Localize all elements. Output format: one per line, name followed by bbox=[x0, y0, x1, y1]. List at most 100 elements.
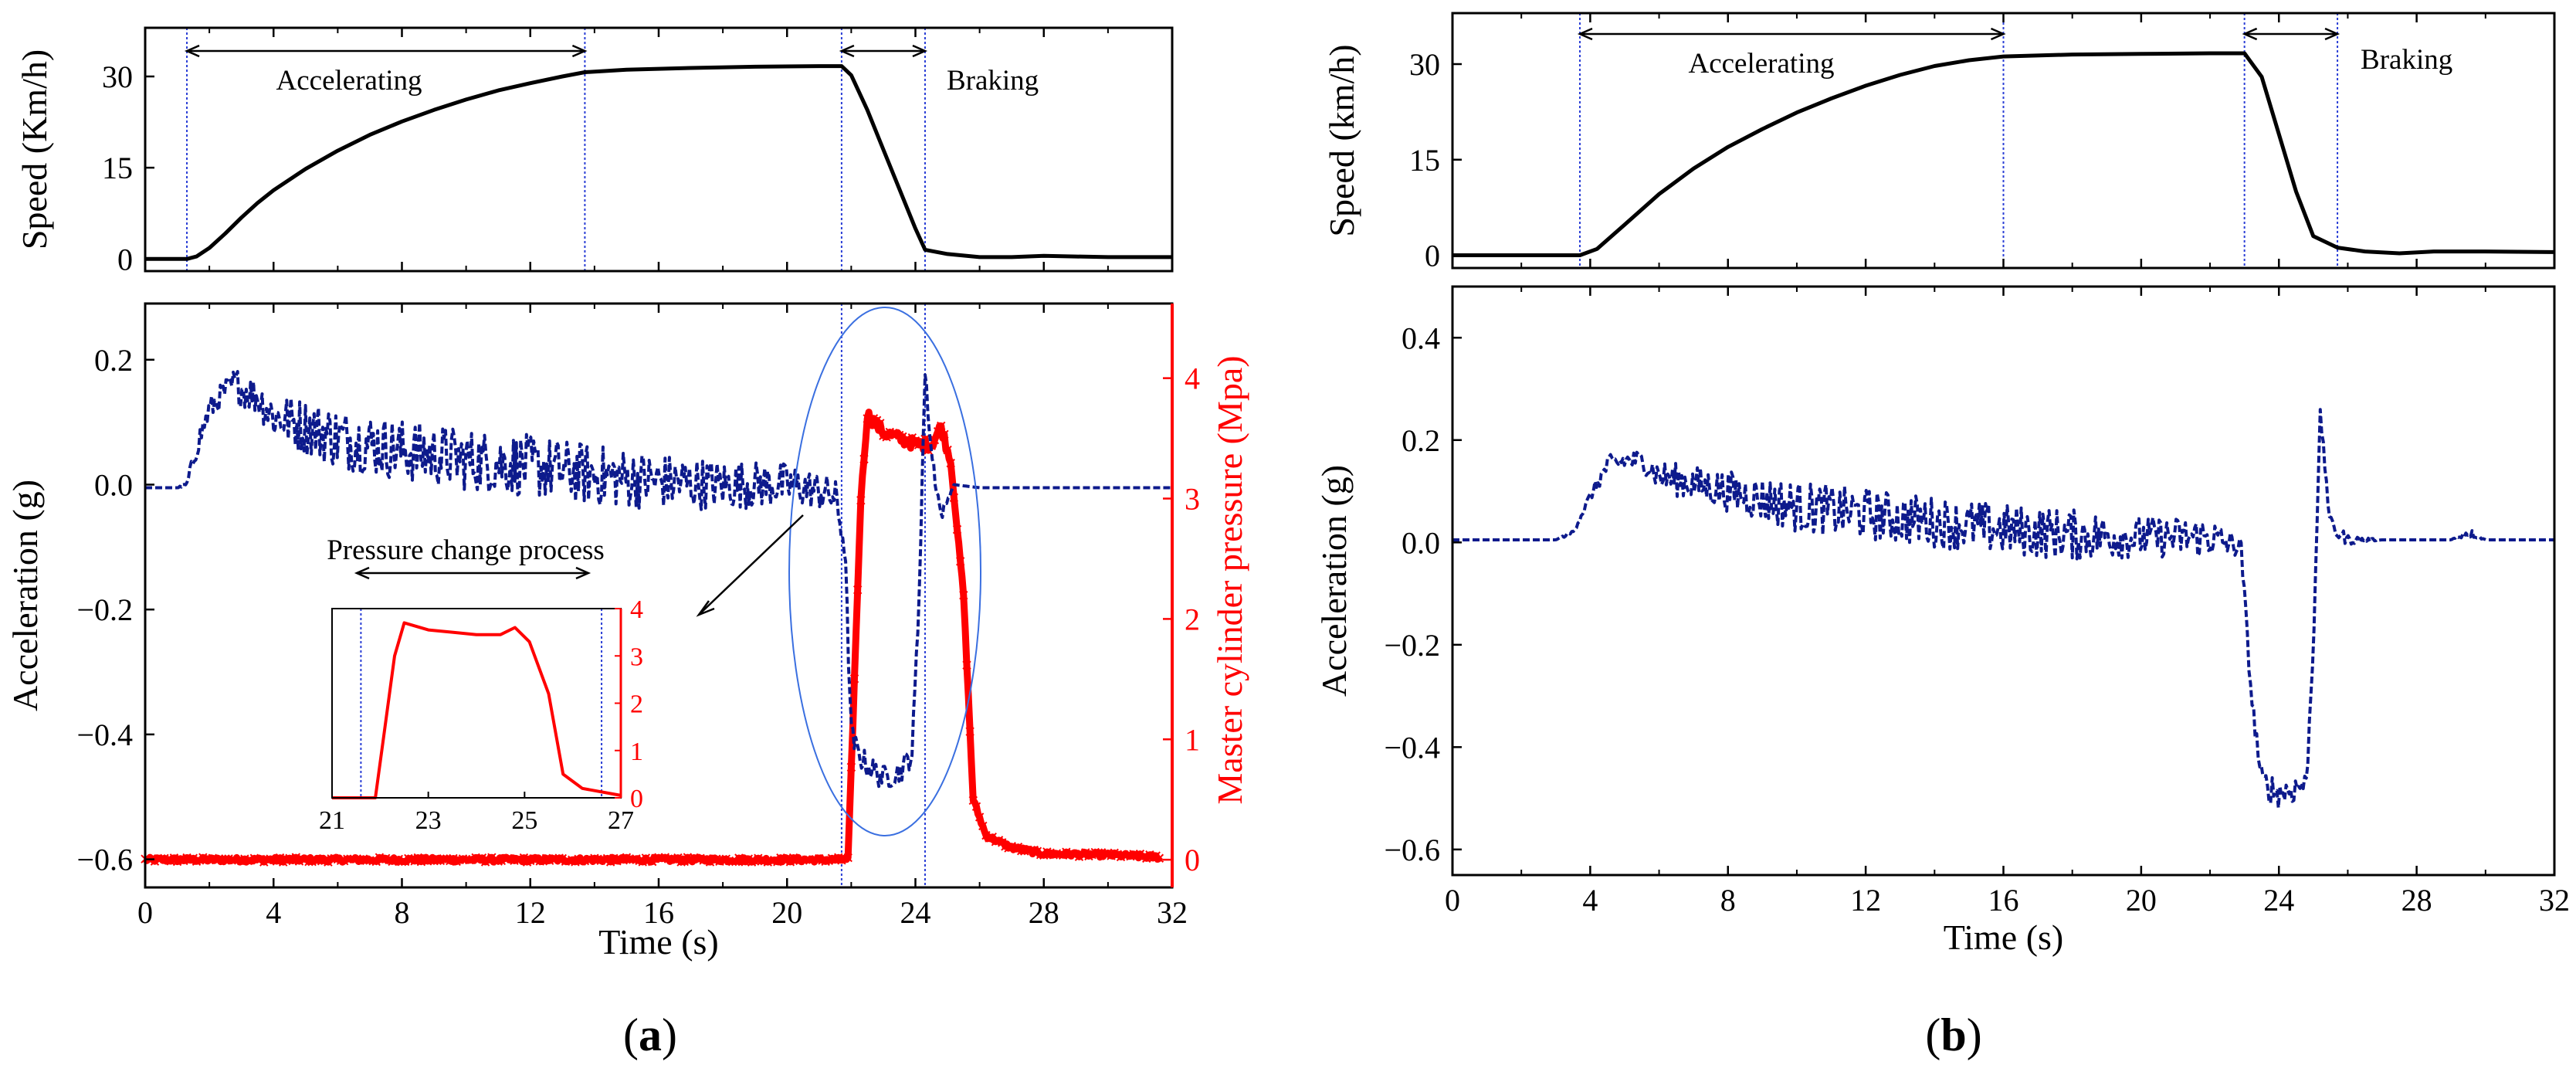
y-tick-label: 30 bbox=[102, 59, 133, 94]
pressure-point bbox=[343, 854, 352, 863]
pressure-y-tick-label: 1 bbox=[1185, 722, 1200, 757]
y-tick-label: −0.2 bbox=[76, 592, 133, 627]
pressure-point bbox=[368, 857, 378, 866]
x-tick-label: 0 bbox=[1445, 883, 1460, 918]
y-tick-label: 0.2 bbox=[94, 343, 133, 378]
braking-label: Braking bbox=[2361, 44, 2452, 76]
y-tick-label: 0.2 bbox=[1402, 423, 1440, 458]
panel-b-acceleration-axis-label: Acceleration (g) bbox=[1314, 465, 1354, 697]
inset-frame bbox=[331, 608, 622, 799]
speed-line bbox=[1452, 51, 2555, 257]
pressure-point bbox=[397, 857, 407, 867]
pressure-point bbox=[583, 855, 593, 864]
inset-y-tick-label: 0 bbox=[630, 785, 643, 813]
panel-a-speed-chart: 0 15 30 Accelerating Braking Speed (Km/h) bbox=[15, 26, 1174, 276]
pressure-point bbox=[676, 857, 686, 867]
pressure-point bbox=[221, 854, 230, 863]
x-tick-label: 0 bbox=[137, 895, 153, 930]
pressure-point bbox=[974, 812, 985, 822]
inset-x-tick-label: 21 bbox=[319, 806, 345, 835]
pressure-point bbox=[432, 856, 442, 866]
pressure-point bbox=[429, 856, 439, 866]
x-tick-label: 24 bbox=[2263, 883, 2294, 918]
pressure-y-tick-label: 0 bbox=[1185, 843, 1200, 877]
inset-x-tick-label: 23 bbox=[415, 806, 442, 835]
pressure-point bbox=[946, 458, 955, 468]
pressure-point bbox=[577, 857, 586, 866]
pressure-point bbox=[561, 857, 571, 867]
pressure-point bbox=[503, 853, 513, 863]
pressure-point bbox=[904, 438, 913, 447]
pressure-point bbox=[891, 430, 901, 439]
y-tick-label: 0.0 bbox=[1402, 525, 1440, 560]
pressure-point bbox=[404, 853, 413, 863]
y-tick-label: 15 bbox=[102, 151, 133, 185]
acceleration-line bbox=[144, 370, 1172, 789]
x-tick-label: 4 bbox=[266, 895, 281, 930]
inset-pointer-arrow bbox=[698, 514, 804, 616]
panel-b-speed-axis-label: Speed (km/h) bbox=[1322, 44, 1361, 236]
pressure-point bbox=[304, 857, 314, 867]
pressure-point bbox=[1154, 853, 1164, 863]
pressure-point bbox=[962, 660, 971, 670]
panel-a-time-axis-label: Time (s) bbox=[598, 922, 719, 962]
inset-pointer-arrow-head bbox=[696, 600, 715, 617]
pressure-markers bbox=[141, 414, 1164, 867]
pressure-point bbox=[1093, 848, 1103, 857]
pressure-point bbox=[439, 854, 449, 863]
pressure-point bbox=[933, 426, 943, 436]
pressure-point bbox=[1119, 850, 1129, 860]
pressure-point bbox=[461, 854, 471, 864]
pressure-point bbox=[988, 833, 997, 842]
x-tick-label: 12 bbox=[515, 895, 546, 930]
pressure-point bbox=[465, 855, 474, 865]
pressure-point bbox=[1023, 845, 1032, 855]
inset-pressure-line bbox=[332, 621, 622, 799]
x-tick-label: 28 bbox=[1029, 895, 1059, 930]
pressure-point bbox=[859, 454, 869, 464]
accelerating-arrow-head-right bbox=[571, 44, 588, 58]
pressure-point bbox=[856, 496, 866, 505]
y-tick-label: 0 bbox=[1425, 239, 1440, 273]
pressure-point bbox=[852, 585, 863, 595]
panel-a-acceleration-chart: 0 4 8 12 16 20 24 28 32−0.6−0.4−0.20.00.201234Ac… bbox=[5, 302, 1249, 962]
pressure-point bbox=[718, 854, 727, 864]
pressure-point bbox=[282, 854, 291, 863]
panel-a-acceleration-axis-label: Acceleration (g) bbox=[5, 480, 45, 711]
pressure-point bbox=[959, 591, 968, 600]
braking-arrow-head-left bbox=[2242, 27, 2258, 41]
panel-b-speed-chart: 0 15 30 Accelerating Braking Speed (km/h) bbox=[1322, 12, 2556, 273]
pressure-point bbox=[352, 854, 362, 863]
y-tick-label: 0.4 bbox=[1402, 321, 1440, 355]
x-tick-label: 32 bbox=[2539, 883, 2570, 918]
pressure-point bbox=[952, 524, 962, 534]
accelerating-arrow-head-left bbox=[1577, 27, 1593, 41]
inset-y-tick-label: 4 bbox=[630, 595, 643, 624]
pressure-point bbox=[266, 854, 275, 863]
x-tick-label: 8 bbox=[395, 895, 410, 930]
inset-y-tick-label: 3 bbox=[630, 643, 643, 671]
pressure-point bbox=[297, 854, 307, 863]
pressure-point bbox=[253, 855, 263, 864]
inset-x-tick-label: 25 bbox=[511, 806, 537, 835]
panel-b-label: (b) bbox=[1925, 1009, 1981, 1060]
pressure-point bbox=[663, 854, 673, 863]
pressure-y-tick-label: 4 bbox=[1185, 361, 1200, 396]
x-tick-label: 20 bbox=[2126, 883, 2157, 918]
pressure-point bbox=[955, 557, 965, 566]
accelerating-label: Accelerating bbox=[276, 65, 422, 97]
pressure-change-label: Pressure change process bbox=[327, 534, 605, 566]
y-tick-label: −0.2 bbox=[1384, 628, 1440, 663]
braking-arrow-head-right bbox=[912, 44, 928, 58]
panel-a-pressure-axis-label: Master cylinder pressure (Mpa) bbox=[1210, 355, 1249, 804]
panel-b-time-axis-label: Time (s) bbox=[1944, 918, 2064, 957]
braking-arrow-head-right bbox=[2324, 27, 2340, 41]
panel-b-letter: b bbox=[1940, 1009, 1966, 1060]
pressure-point bbox=[882, 433, 891, 442]
pressure-point bbox=[1035, 850, 1046, 860]
pressure-point bbox=[843, 853, 852, 863]
y-tick-label: 15 bbox=[1409, 143, 1440, 178]
pressure-point bbox=[876, 419, 885, 428]
pressure-point bbox=[978, 821, 988, 831]
x-tick-label: 12 bbox=[1850, 883, 1881, 918]
